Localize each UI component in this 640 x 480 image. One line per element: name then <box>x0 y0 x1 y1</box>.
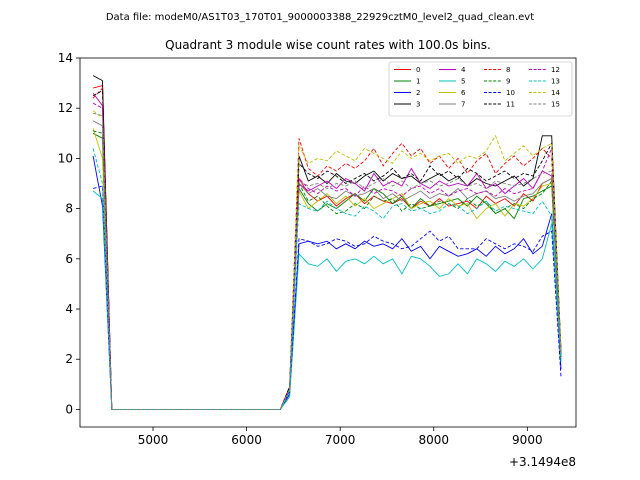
y-tick-label: 12 <box>58 101 73 115</box>
legend-label-10: 10 <box>506 89 515 97</box>
chart-title: Quadrant 3 module wise count rates with … <box>165 38 491 52</box>
series-line-10 <box>92 185 562 410</box>
series-line-4 <box>92 92 562 410</box>
series-line-12 <box>92 102 562 410</box>
x-tick-label: 6000 <box>231 433 262 447</box>
series-line-1 <box>92 132 562 410</box>
legend-label-6: 6 <box>461 89 466 97</box>
y-tick-label: 6 <box>65 252 73 266</box>
series-line-2 <box>92 155 562 410</box>
legend-label-12: 12 <box>551 66 560 74</box>
series-line-15 <box>92 112 562 410</box>
series-line-0 <box>92 85 562 410</box>
legend-box <box>388 61 573 117</box>
legend-label-2: 2 <box>416 89 420 97</box>
legend-label-3: 3 <box>416 101 420 109</box>
x-axis: 5000 6000 7000 8000 9000 <box>138 427 543 447</box>
series-line-11 <box>92 89 562 410</box>
x-axis-offset-label: +3.1494e8 <box>509 455 576 469</box>
series-line-14 <box>92 110 562 410</box>
legend-label-7: 7 <box>461 101 465 109</box>
legend-label-15: 15 <box>551 101 560 109</box>
y-axis: 0 2 4 6 8 10 12 14 <box>58 51 80 416</box>
legend-label-1: 1 <box>416 78 420 86</box>
plot-frame <box>79 57 577 428</box>
legend-label-4: 4 <box>461 66 466 74</box>
y-tick-label: 2 <box>65 352 73 366</box>
series-line-8 <box>92 86 562 410</box>
legend-label-14: 14 <box>551 89 560 97</box>
figure-suptitle: Data file: modeM0/AS1T03_170T01_90000033… <box>106 12 534 23</box>
legend-label-13: 13 <box>551 78 560 86</box>
legend-label-5: 5 <box>461 78 465 86</box>
y-tick-label: 8 <box>65 202 73 216</box>
x-tick-label: 7000 <box>325 433 356 447</box>
y-tick-label: 0 <box>65 402 73 416</box>
legend-label-11: 11 <box>506 101 515 109</box>
series-layer <box>92 75 562 410</box>
y-tick-label: 10 <box>58 151 73 165</box>
series-line-7 <box>92 120 562 410</box>
y-tick-label: 4 <box>65 302 73 316</box>
series-line-5 <box>92 190 562 410</box>
y-tick-label: 14 <box>58 51 73 65</box>
legend-label-8: 8 <box>506 66 510 74</box>
x-tick-label: 8000 <box>418 433 449 447</box>
x-tick-label: 5000 <box>138 433 169 447</box>
series-line-6 <box>92 128 562 410</box>
legend-label-9: 9 <box>506 78 510 86</box>
x-tick-label: 9000 <box>512 433 543 447</box>
series-line-13 <box>92 148 562 410</box>
legend-label-0: 0 <box>416 66 420 74</box>
series-line-9 <box>92 130 562 410</box>
